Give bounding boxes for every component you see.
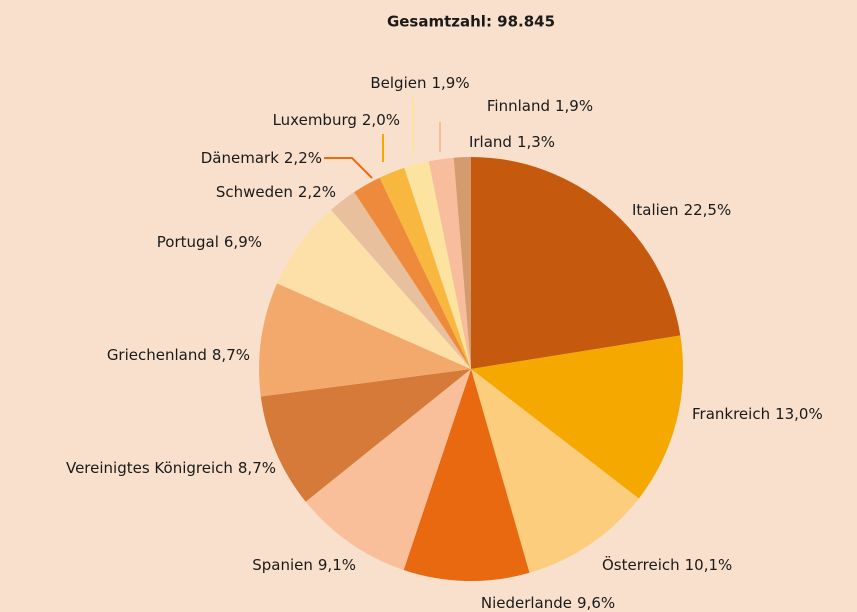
pie-slice xyxy=(379,167,471,369)
slice-label: Luxemburg 2,0% xyxy=(273,111,400,129)
value-label: 8,7% xyxy=(212,346,250,364)
value-label: 9,1% xyxy=(318,556,356,574)
category-label: Luxemburg xyxy=(273,111,357,129)
slice-label: Portugal 6,9% xyxy=(157,233,262,251)
value-label: 1,9% xyxy=(432,74,470,92)
chart-title: Gesamtzahl: 98.845 xyxy=(387,13,555,31)
slice-label: Vereinigtes Königreich 8,7% xyxy=(66,459,276,477)
pie-slice xyxy=(260,369,471,502)
pie-slice xyxy=(471,157,681,369)
slice-label: Dänemark 2,2% xyxy=(201,149,322,167)
pie-slice xyxy=(305,369,471,571)
slice-label: Irland 1,3% xyxy=(469,133,555,151)
category-label: Irland xyxy=(469,133,512,151)
category-label: Schweden xyxy=(216,183,293,201)
category-label: Vereinigtes Königreich xyxy=(66,459,233,477)
slice-label: Österreich 10,1% xyxy=(602,555,732,574)
slice-label: Spanien 9,1% xyxy=(252,556,356,574)
slice-label: Belgien 1,9% xyxy=(370,74,469,92)
pie-slice xyxy=(471,369,639,573)
value-label: 9,6% xyxy=(577,594,615,612)
pie-slice xyxy=(403,369,530,581)
value-label: 8,7% xyxy=(238,459,276,477)
category-label: Portugal xyxy=(157,233,219,251)
category-label: Spanien xyxy=(252,556,313,574)
pie-slice xyxy=(404,161,471,369)
value-label: 13,0% xyxy=(775,405,823,423)
pie-slice xyxy=(453,157,471,369)
category-label: Finnland xyxy=(487,97,550,115)
slice-label: Italien 22,5% xyxy=(632,201,731,219)
category-label: Österreich xyxy=(602,555,680,574)
pie-slice xyxy=(277,209,471,369)
value-label: 6,9% xyxy=(224,233,262,251)
value-label: 2,0% xyxy=(362,111,400,129)
value-label: 22,5% xyxy=(684,201,732,219)
pie-slice xyxy=(428,157,471,369)
pie-slice xyxy=(354,177,471,369)
category-label: Belgien xyxy=(370,74,426,92)
value-label: 2,2% xyxy=(298,183,336,201)
category-label: Frankreich xyxy=(692,405,770,423)
value-label: 1,9% xyxy=(555,97,593,115)
value-label: 10,1% xyxy=(685,556,733,574)
value-label: 1,3% xyxy=(517,133,555,151)
pie-slice xyxy=(330,192,471,369)
leader-line xyxy=(324,157,373,179)
slice-label: Griechenland 8,7% xyxy=(107,346,250,364)
pie-slice xyxy=(259,283,471,397)
category-label: Dänemark xyxy=(201,149,279,167)
slice-label: Finnland 1,9% xyxy=(487,97,593,115)
slice-label: Frankreich 13,0% xyxy=(692,405,823,423)
category-label: Griechenland xyxy=(107,346,207,364)
pie-slice xyxy=(471,335,684,499)
category-label: Italien xyxy=(632,201,679,219)
value-label: 2,2% xyxy=(284,149,322,167)
category-label: Niederlande xyxy=(481,594,572,612)
slice-label: Niederlande 9,6% xyxy=(481,594,615,612)
slice-label: Schweden 2,2% xyxy=(216,183,336,201)
